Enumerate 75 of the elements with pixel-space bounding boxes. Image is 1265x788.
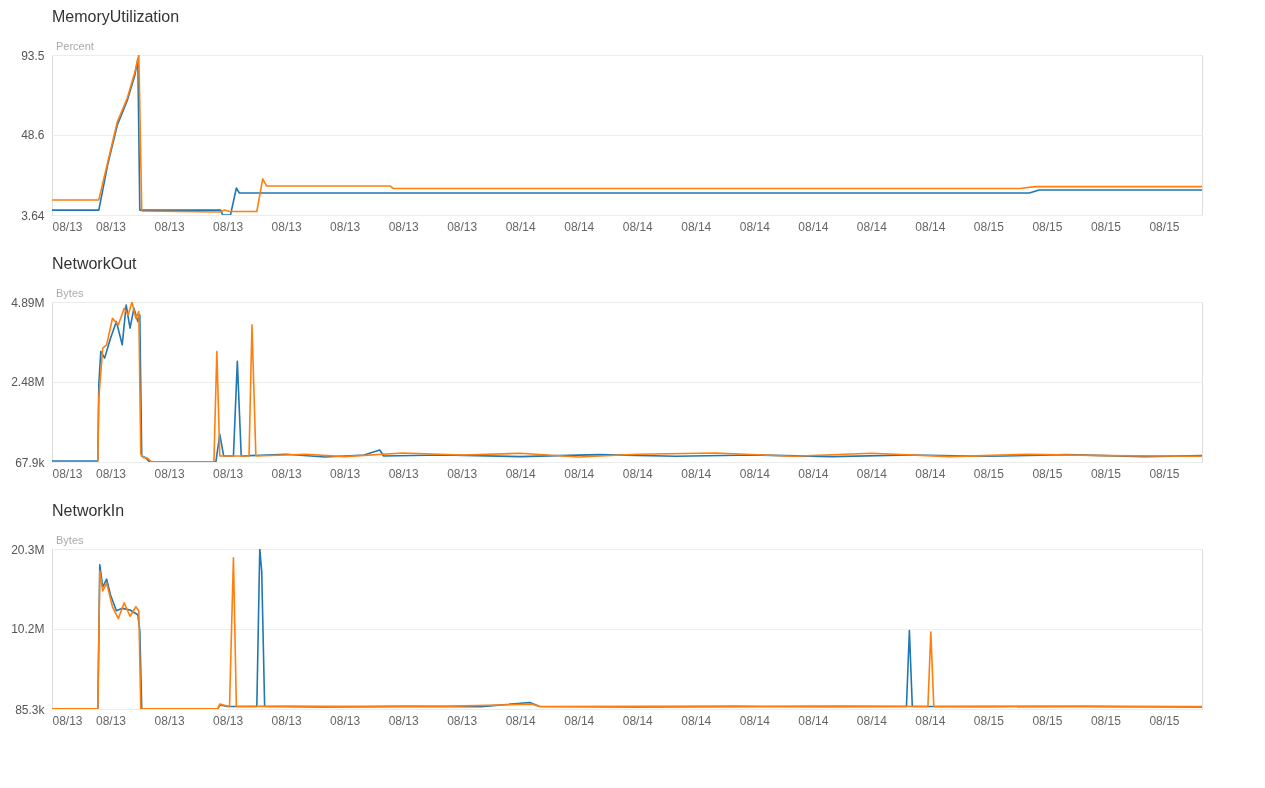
x-tick-label: 08/15 bbox=[1149, 713, 1180, 728]
x-tick-label: 08/14 bbox=[681, 219, 712, 234]
x-tick-label: 08/14 bbox=[915, 219, 946, 234]
x-tick-label: 08/14 bbox=[681, 466, 712, 481]
x-tick-label: 08/14 bbox=[798, 713, 829, 728]
x-tick-label: 08/13 bbox=[213, 219, 244, 234]
x-tick-label: 08/13 bbox=[52, 466, 83, 481]
x-tick-label: 08/14 bbox=[564, 466, 595, 481]
x-tick-label: 08/13 bbox=[271, 219, 302, 234]
x-tick-label: 08/14 bbox=[622, 219, 654, 234]
x-tick-label: 08/15 bbox=[973, 466, 1005, 481]
x-tick-label: 08/15 bbox=[1149, 466, 1180, 481]
x-tick-label: 08/13 bbox=[213, 713, 244, 728]
chart-title: NetworkOut bbox=[52, 255, 138, 272]
x-tick-label: 08/15 bbox=[1032, 219, 1063, 234]
x-tick-label: 08/13 bbox=[96, 466, 127, 481]
x-tick-label: 08/14 bbox=[739, 713, 771, 728]
x-tick-label: 08/14 bbox=[505, 713, 537, 728]
x-tick-label: 08/15 bbox=[1090, 713, 1122, 728]
x-tick-label: 08/14 bbox=[856, 466, 888, 481]
y-tick-label: 85.3k bbox=[15, 702, 46, 717]
x-tick-label: 08/13 bbox=[96, 713, 127, 728]
x-tick-label: 08/14 bbox=[915, 466, 946, 481]
x-tick-label: 08/14 bbox=[622, 713, 654, 728]
x-tick-label: 08/13 bbox=[388, 713, 419, 728]
x-tick-label: 08/14 bbox=[739, 466, 771, 481]
x-tick-label: 08/14 bbox=[564, 713, 595, 728]
x-tick-label: 08/13 bbox=[447, 713, 478, 728]
y-tick-label: 4.89M bbox=[11, 295, 45, 310]
x-tick-label: 08/14 bbox=[505, 466, 537, 481]
chart-title: NetworkIn bbox=[52, 502, 125, 519]
x-tick-label: 08/13 bbox=[154, 713, 185, 728]
x-tick-label: 08/13 bbox=[271, 713, 302, 728]
y-tick-label: 2.48M bbox=[11, 375, 45, 390]
x-tick-label: 08/15 bbox=[1090, 219, 1122, 234]
x-tick-label: 08/13 bbox=[154, 466, 185, 481]
chart-title: MemoryUtilization bbox=[52, 8, 180, 25]
y-tick-label: 93.5 bbox=[21, 48, 45, 63]
y-axis-title: Bytes bbox=[56, 287, 85, 299]
y-tick-label: 10.2M bbox=[11, 622, 45, 637]
y-tick-label: 20.3M bbox=[11, 542, 45, 557]
x-tick-label: 08/14 bbox=[856, 219, 888, 234]
x-tick-label: 08/13 bbox=[96, 219, 127, 234]
x-tick-label: 08/14 bbox=[915, 713, 946, 728]
x-tick-label: 08/15 bbox=[1032, 713, 1063, 728]
x-tick-label: 08/13 bbox=[388, 466, 419, 481]
x-tick-label: 08/15 bbox=[1032, 466, 1063, 481]
x-tick-label: 08/14 bbox=[798, 219, 829, 234]
x-tick-label: 08/13 bbox=[154, 219, 185, 234]
x-tick-label: 08/15 bbox=[1149, 219, 1180, 234]
x-tick-label: 08/13 bbox=[388, 219, 419, 234]
y-axis-title: Bytes bbox=[56, 534, 85, 546]
x-tick-label: 08/13 bbox=[52, 713, 83, 728]
x-tick-label: 08/15 bbox=[1090, 466, 1122, 481]
x-tick-label: 08/13 bbox=[330, 713, 361, 728]
x-tick-label: 08/14 bbox=[622, 466, 654, 481]
x-tick-label: 08/13 bbox=[271, 466, 302, 481]
x-tick-label: 08/14 bbox=[564, 219, 595, 234]
x-tick-label: 08/14 bbox=[856, 713, 888, 728]
x-tick-label: 08/13 bbox=[330, 219, 361, 234]
x-tick-label: 08/15 bbox=[973, 713, 1005, 728]
y-tick-label: 3.64 bbox=[21, 208, 45, 223]
x-tick-label: 08/14 bbox=[798, 466, 829, 481]
x-tick-label: 08/15 bbox=[973, 219, 1005, 234]
x-tick-label: 08/13 bbox=[447, 466, 478, 481]
x-tick-label: 08/13 bbox=[447, 219, 478, 234]
y-tick-label: 67.9k bbox=[15, 455, 46, 470]
x-tick-label: 08/14 bbox=[505, 219, 537, 234]
x-tick-label: 08/14 bbox=[739, 219, 771, 234]
y-axis-title: Percent bbox=[56, 40, 94, 52]
x-tick-label: 08/13 bbox=[330, 466, 361, 481]
x-tick-label: 08/14 bbox=[681, 713, 712, 728]
y-tick-label: 48.6 bbox=[21, 128, 45, 143]
x-tick-label: 08/13 bbox=[213, 466, 244, 481]
x-tick-label: 08/13 bbox=[52, 219, 83, 234]
